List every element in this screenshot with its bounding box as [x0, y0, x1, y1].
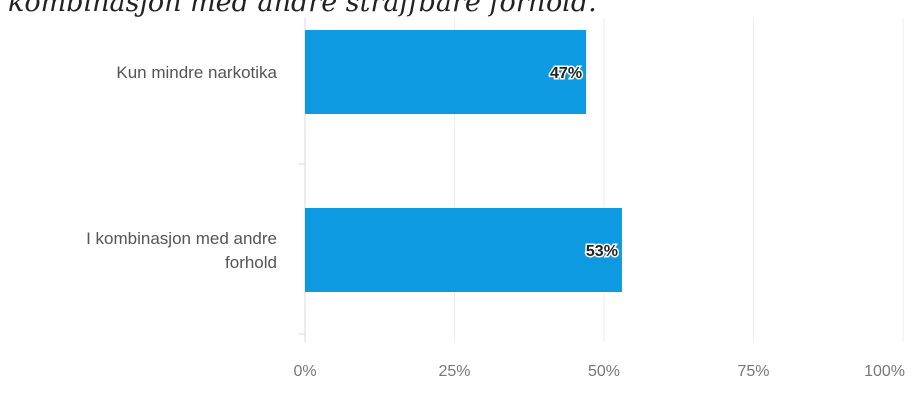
bars	[305, 30, 622, 292]
x-tick-label-0: 0%	[293, 363, 316, 380]
category-axis	[299, 18, 306, 342]
category-label-line: Kun mindre narkotika	[116, 63, 277, 82]
data-label-1: 47%	[550, 65, 582, 82]
chart-caption: kombinasjon med andre straffbare forhold…	[8, 0, 597, 18]
category-label-line: forhold	[225, 253, 277, 272]
x-tick-label-100: 100%	[864, 363, 905, 380]
data-labels: 47% 53%	[549, 64, 620, 262]
category-labels: Kun mindre narkotika I kombinasjon med an…	[86, 63, 277, 272]
category-label-line: I kombinasjon med andre	[86, 229, 277, 248]
x-tick-label-75: 75%	[737, 363, 769, 380]
category-label-2: I kombinasjon med andre forhold	[86, 229, 277, 272]
bar-2	[305, 208, 622, 292]
x-tick-label-50: 50%	[588, 363, 620, 380]
bar-1	[305, 30, 587, 114]
x-tick-label-25: 25%	[438, 363, 470, 380]
category-label-1: Kun mindre narkotika	[116, 63, 277, 82]
data-label-2: 53%	[586, 243, 618, 260]
x-tick-labels: 0% 25% 50% 75% 100%	[293, 363, 905, 380]
